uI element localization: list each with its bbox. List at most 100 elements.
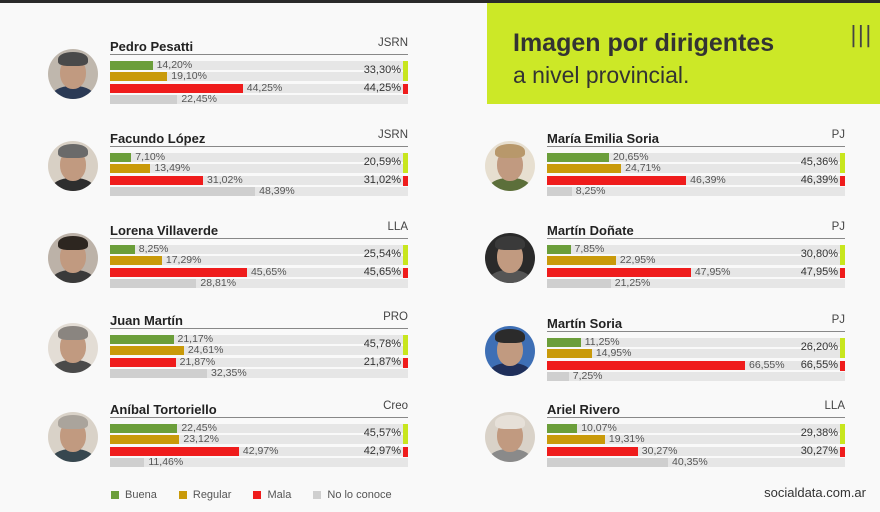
bar-track [110, 447, 408, 456]
data-label-regular: 19,31% [608, 433, 645, 445]
party-label: LLA [387, 221, 408, 233]
leader-name: María Emilia Soria [547, 131, 659, 146]
positive-indicator [403, 245, 408, 265]
bar-track [547, 458, 845, 467]
avatar [48, 49, 98, 99]
party-label: JSRN [377, 37, 408, 49]
bar-no-conoce [110, 95, 178, 104]
legend-swatch-mala [253, 491, 262, 499]
bar-track [110, 358, 408, 367]
bar-track [110, 279, 408, 288]
page-title: Imagen por dirigentes [513, 29, 775, 57]
avatar-hair [58, 326, 88, 340]
data-label-regular: 24,71% [625, 162, 661, 174]
legend-swatch-no-conoce [313, 491, 322, 499]
party-label: PJ [831, 314, 845, 326]
data-label-mala: 66,55% [749, 359, 785, 371]
party-label: Creo [383, 400, 408, 412]
bar-track [110, 435, 408, 444]
bar-regular [547, 349, 592, 358]
data-label-regular: 22,95% [619, 254, 656, 266]
bar-no-conoce [110, 369, 208, 378]
data-label-no-conoce: 40,35% [672, 456, 708, 468]
data-label-mala: 45,65% [250, 266, 287, 278]
positive-value: 20,59% [363, 156, 401, 168]
positive-value: 26,20% [800, 341, 838, 353]
title-banner: Imagen por dirigentes a nivel provincial… [487, 3, 880, 104]
bar-regular [110, 435, 180, 444]
positive-indicator [840, 153, 845, 173]
avatar-hair [58, 415, 88, 429]
data-label-regular: 23,12% [183, 433, 219, 445]
bar-track [110, 61, 408, 70]
bar-track [110, 95, 408, 104]
bar-no-conoce [547, 279, 611, 288]
avatar-body [51, 270, 95, 283]
legend-item-regular: Regular [178, 489, 231, 501]
bar-buena [547, 245, 571, 254]
leader-card: Facundo López JSRN 7,10% 13,49% 31,02% 48,39%… [48, 129, 408, 221]
legend-label-no-conoce: No lo conoce [327, 489, 392, 501]
positive-value: 45,36% [800, 156, 838, 168]
data-label-mala: 30,27% [641, 445, 678, 457]
positive-indicator [403, 335, 408, 355]
party-label: JSRN [377, 129, 408, 141]
bar-no-conoce [110, 187, 256, 196]
leader-card: Lorena Villaverde LLA 8,25% 17,29% 45,65% 28,… [48, 221, 408, 313]
data-label-no-conoce: 48,39% [259, 185, 295, 197]
source-link[interactable]: socialdata.com.ar [764, 485, 866, 500]
divider [547, 331, 845, 332]
party-label: PRO [383, 311, 408, 323]
bar-regular [110, 164, 151, 173]
negative-value: 45,65% [363, 266, 401, 278]
bar-no-conoce [110, 458, 145, 467]
top-border [0, 0, 880, 3]
data-label-buena: 20,65% [612, 151, 649, 163]
bar-track [110, 424, 408, 433]
negative-indicator [840, 176, 845, 186]
positive-value: 45,57% [363, 427, 401, 439]
leader-card: Martín Soria PJ 11,25% 14,95% 66,55% 7,25% 26,… [485, 314, 845, 406]
legend-label-buena: Buena [125, 489, 157, 501]
bar-regular [547, 256, 616, 265]
divider [110, 54, 408, 55]
bar-track [547, 279, 845, 288]
data-label-no-conoce: 32,35% [211, 367, 247, 379]
divider [110, 238, 408, 239]
negative-indicator [403, 268, 408, 278]
brand-mark-icon: ||| [849, 23, 872, 48]
data-label-mala: 31,02% [207, 174, 243, 186]
bar-track [110, 84, 408, 93]
bar-track [110, 346, 408, 355]
positive-indicator [403, 61, 408, 81]
avatar-hair [58, 236, 88, 250]
avatar [48, 412, 98, 462]
negative-value: 21,87% [363, 356, 401, 368]
bar-buena [110, 245, 135, 254]
negative-value: 30,27% [800, 445, 838, 457]
positive-indicator [840, 245, 845, 265]
avatar [485, 412, 535, 462]
legend-item-mala: Mala [253, 489, 291, 501]
data-label-buena: 7,85% [574, 243, 605, 255]
bar-track [110, 335, 408, 344]
data-label-mala: 44,25% [246, 82, 283, 94]
data-label-buena: 8,25% [138, 243, 169, 255]
leader-name: Martín Soria [547, 316, 623, 331]
avatar [485, 141, 535, 191]
data-label-no-conoce: 21,25% [614, 277, 651, 289]
avatar-body [51, 86, 95, 99]
bar-track [110, 72, 408, 81]
positive-indicator [403, 153, 408, 173]
bar-track [110, 153, 408, 162]
bar-track [547, 268, 845, 277]
bar-track [547, 424, 845, 433]
positive-value: 25,54% [363, 248, 401, 260]
bar-track [110, 268, 408, 277]
divider [547, 417, 845, 418]
bar-mala [110, 447, 239, 456]
data-label-mala: 42,97% [242, 445, 279, 457]
bar-no-conoce [547, 372, 569, 381]
avatar-body [51, 178, 95, 191]
leader-name: Martín Doñate [547, 223, 634, 238]
